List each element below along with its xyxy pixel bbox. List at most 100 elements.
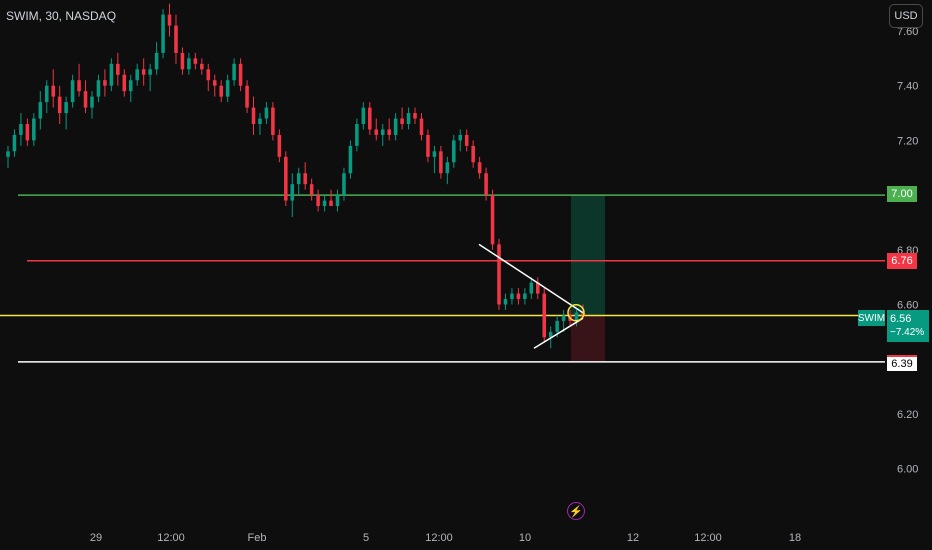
candle-body bbox=[225, 80, 230, 97]
candle bbox=[245, 80, 249, 114]
candle bbox=[277, 129, 282, 163]
candle bbox=[490, 189, 495, 250]
candle bbox=[393, 113, 398, 141]
candle bbox=[542, 288, 547, 343]
candle-body bbox=[581, 312, 585, 316]
candle bbox=[128, 74, 133, 103]
candle bbox=[452, 134, 456, 168]
last-price-value: 6.56 bbox=[890, 313, 912, 325]
candle bbox=[219, 80, 223, 103]
time-axis-label: 12 bbox=[627, 532, 639, 544]
candle bbox=[258, 113, 262, 135]
candle-body bbox=[296, 173, 301, 185]
candle-body bbox=[57, 96, 62, 114]
candle bbox=[523, 288, 527, 305]
candle bbox=[329, 189, 333, 207]
candle bbox=[25, 118, 30, 146]
lightning-icon[interactable]: ⚡ bbox=[567, 502, 585, 520]
candle bbox=[497, 238, 501, 310]
candle-body bbox=[271, 107, 275, 135]
candle-body bbox=[70, 80, 75, 103]
candle-body bbox=[516, 293, 521, 300]
candle-body bbox=[232, 63, 236, 81]
candle bbox=[290, 173, 295, 217]
candle-body bbox=[148, 69, 152, 75]
candle-body bbox=[497, 244, 501, 305]
profit-zone bbox=[571, 195, 605, 316]
candle-body bbox=[510, 293, 514, 300]
candle bbox=[296, 167, 301, 196]
candle bbox=[90, 91, 94, 119]
candle-body bbox=[284, 156, 288, 201]
candle-body bbox=[368, 107, 372, 130]
candle bbox=[251, 96, 256, 135]
candle-body bbox=[471, 145, 475, 163]
candle-body bbox=[348, 145, 353, 174]
candle-body bbox=[316, 195, 320, 207]
candle bbox=[316, 189, 320, 212]
symbol-title: SWIM, 30, NASDAQ bbox=[6, 9, 117, 23]
candle bbox=[200, 58, 204, 75]
candle-body bbox=[51, 85, 56, 97]
candle-body bbox=[535, 282, 540, 294]
candle-body bbox=[128, 80, 133, 92]
candle-body bbox=[548, 331, 553, 338]
candle bbox=[432, 145, 437, 174]
candle bbox=[19, 113, 23, 146]
candle-body bbox=[374, 129, 379, 135]
candle bbox=[103, 69, 107, 97]
candle-body bbox=[193, 58, 198, 64]
price-axis-label: 6.80 bbox=[897, 245, 918, 257]
last-price-change: −7.42% bbox=[890, 327, 925, 338]
price-axis-label: 7.60 bbox=[897, 26, 918, 38]
candle bbox=[57, 85, 62, 124]
candle-body bbox=[116, 63, 120, 75]
candle-body bbox=[154, 52, 159, 70]
candle-body bbox=[445, 162, 450, 174]
candle bbox=[303, 162, 307, 190]
candle-body bbox=[406, 113, 411, 124]
candle bbox=[445, 156, 450, 185]
time-axis-label: 10 bbox=[519, 532, 531, 544]
candle-body bbox=[122, 74, 127, 92]
candle-body bbox=[167, 14, 172, 26]
currency-button[interactable]: USD bbox=[889, 4, 923, 28]
candle-body bbox=[200, 63, 204, 70]
candle bbox=[225, 74, 230, 103]
time-axis-label: 12:00 bbox=[157, 532, 185, 544]
candle bbox=[464, 129, 469, 152]
triangle-lower-trendline bbox=[533, 317, 584, 349]
candle-body bbox=[503, 299, 508, 305]
candle bbox=[503, 293, 508, 310]
candle bbox=[342, 167, 346, 201]
candle-body bbox=[452, 140, 456, 163]
candle-body bbox=[361, 107, 366, 124]
candle-body bbox=[258, 118, 262, 124]
candle-body bbox=[180, 52, 185, 70]
candle-body bbox=[77, 80, 81, 92]
candle-body bbox=[303, 173, 307, 185]
candle bbox=[477, 156, 482, 179]
candle bbox=[335, 189, 340, 212]
candle-body bbox=[329, 200, 333, 207]
candle bbox=[232, 58, 236, 86]
candle bbox=[413, 107, 417, 124]
candle bbox=[471, 140, 475, 168]
candle-body bbox=[290, 184, 295, 201]
candle bbox=[361, 102, 366, 130]
candle bbox=[141, 58, 146, 86]
candle bbox=[122, 69, 127, 97]
candle bbox=[529, 277, 534, 300]
time-axis-label: 12:00 bbox=[425, 532, 453, 544]
candle bbox=[284, 151, 288, 207]
candle bbox=[180, 47, 185, 75]
candle-body bbox=[109, 63, 114, 86]
symbol-price-tag: SWIM bbox=[858, 310, 885, 326]
candle bbox=[426, 129, 430, 163]
candle-body bbox=[83, 91, 88, 108]
candle bbox=[83, 80, 88, 114]
candle-body bbox=[245, 85, 249, 108]
price-axis-label: 7.20 bbox=[897, 135, 918, 147]
candle bbox=[206, 63, 211, 92]
